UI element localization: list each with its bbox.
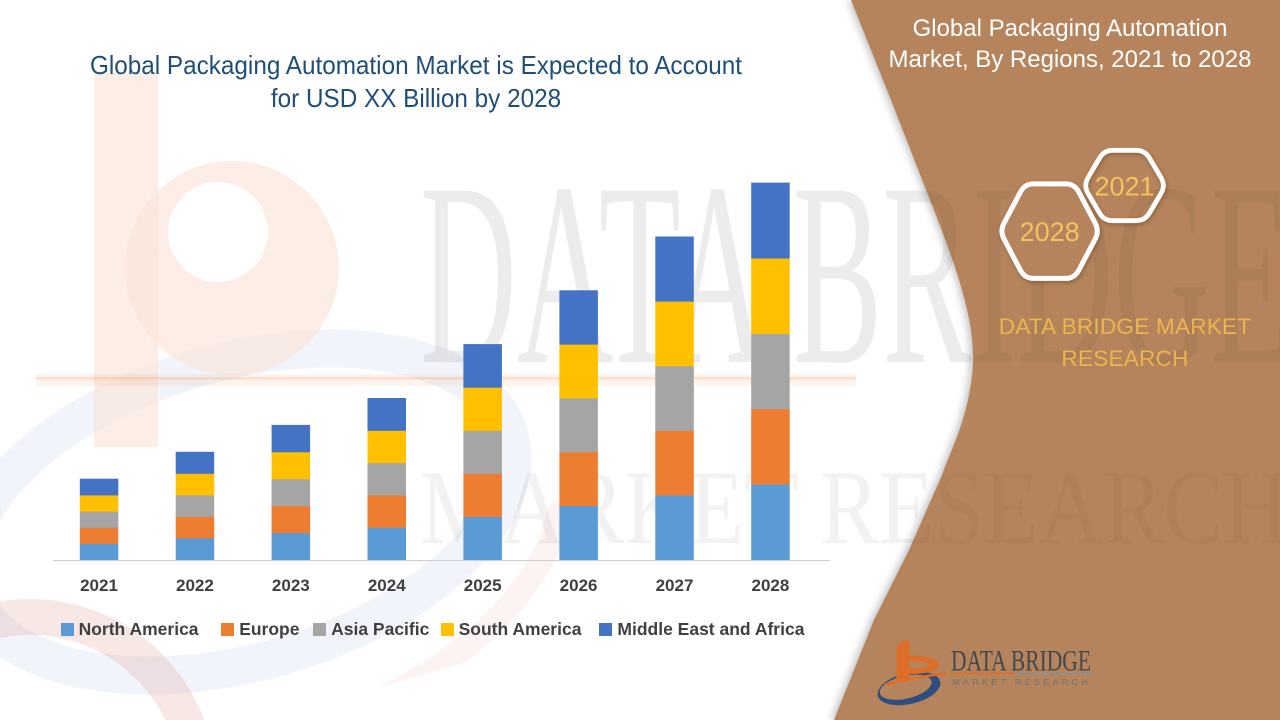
svg-text:2028: 2028 — [1020, 217, 1080, 247]
svg-text:DATA BRIDGE: DATA BRIDGE — [951, 645, 1091, 678]
svg-text:MARKET RESEARCH: MARKET RESEARCH — [952, 677, 1091, 687]
svg-text:2021: 2021 — [1094, 172, 1154, 202]
